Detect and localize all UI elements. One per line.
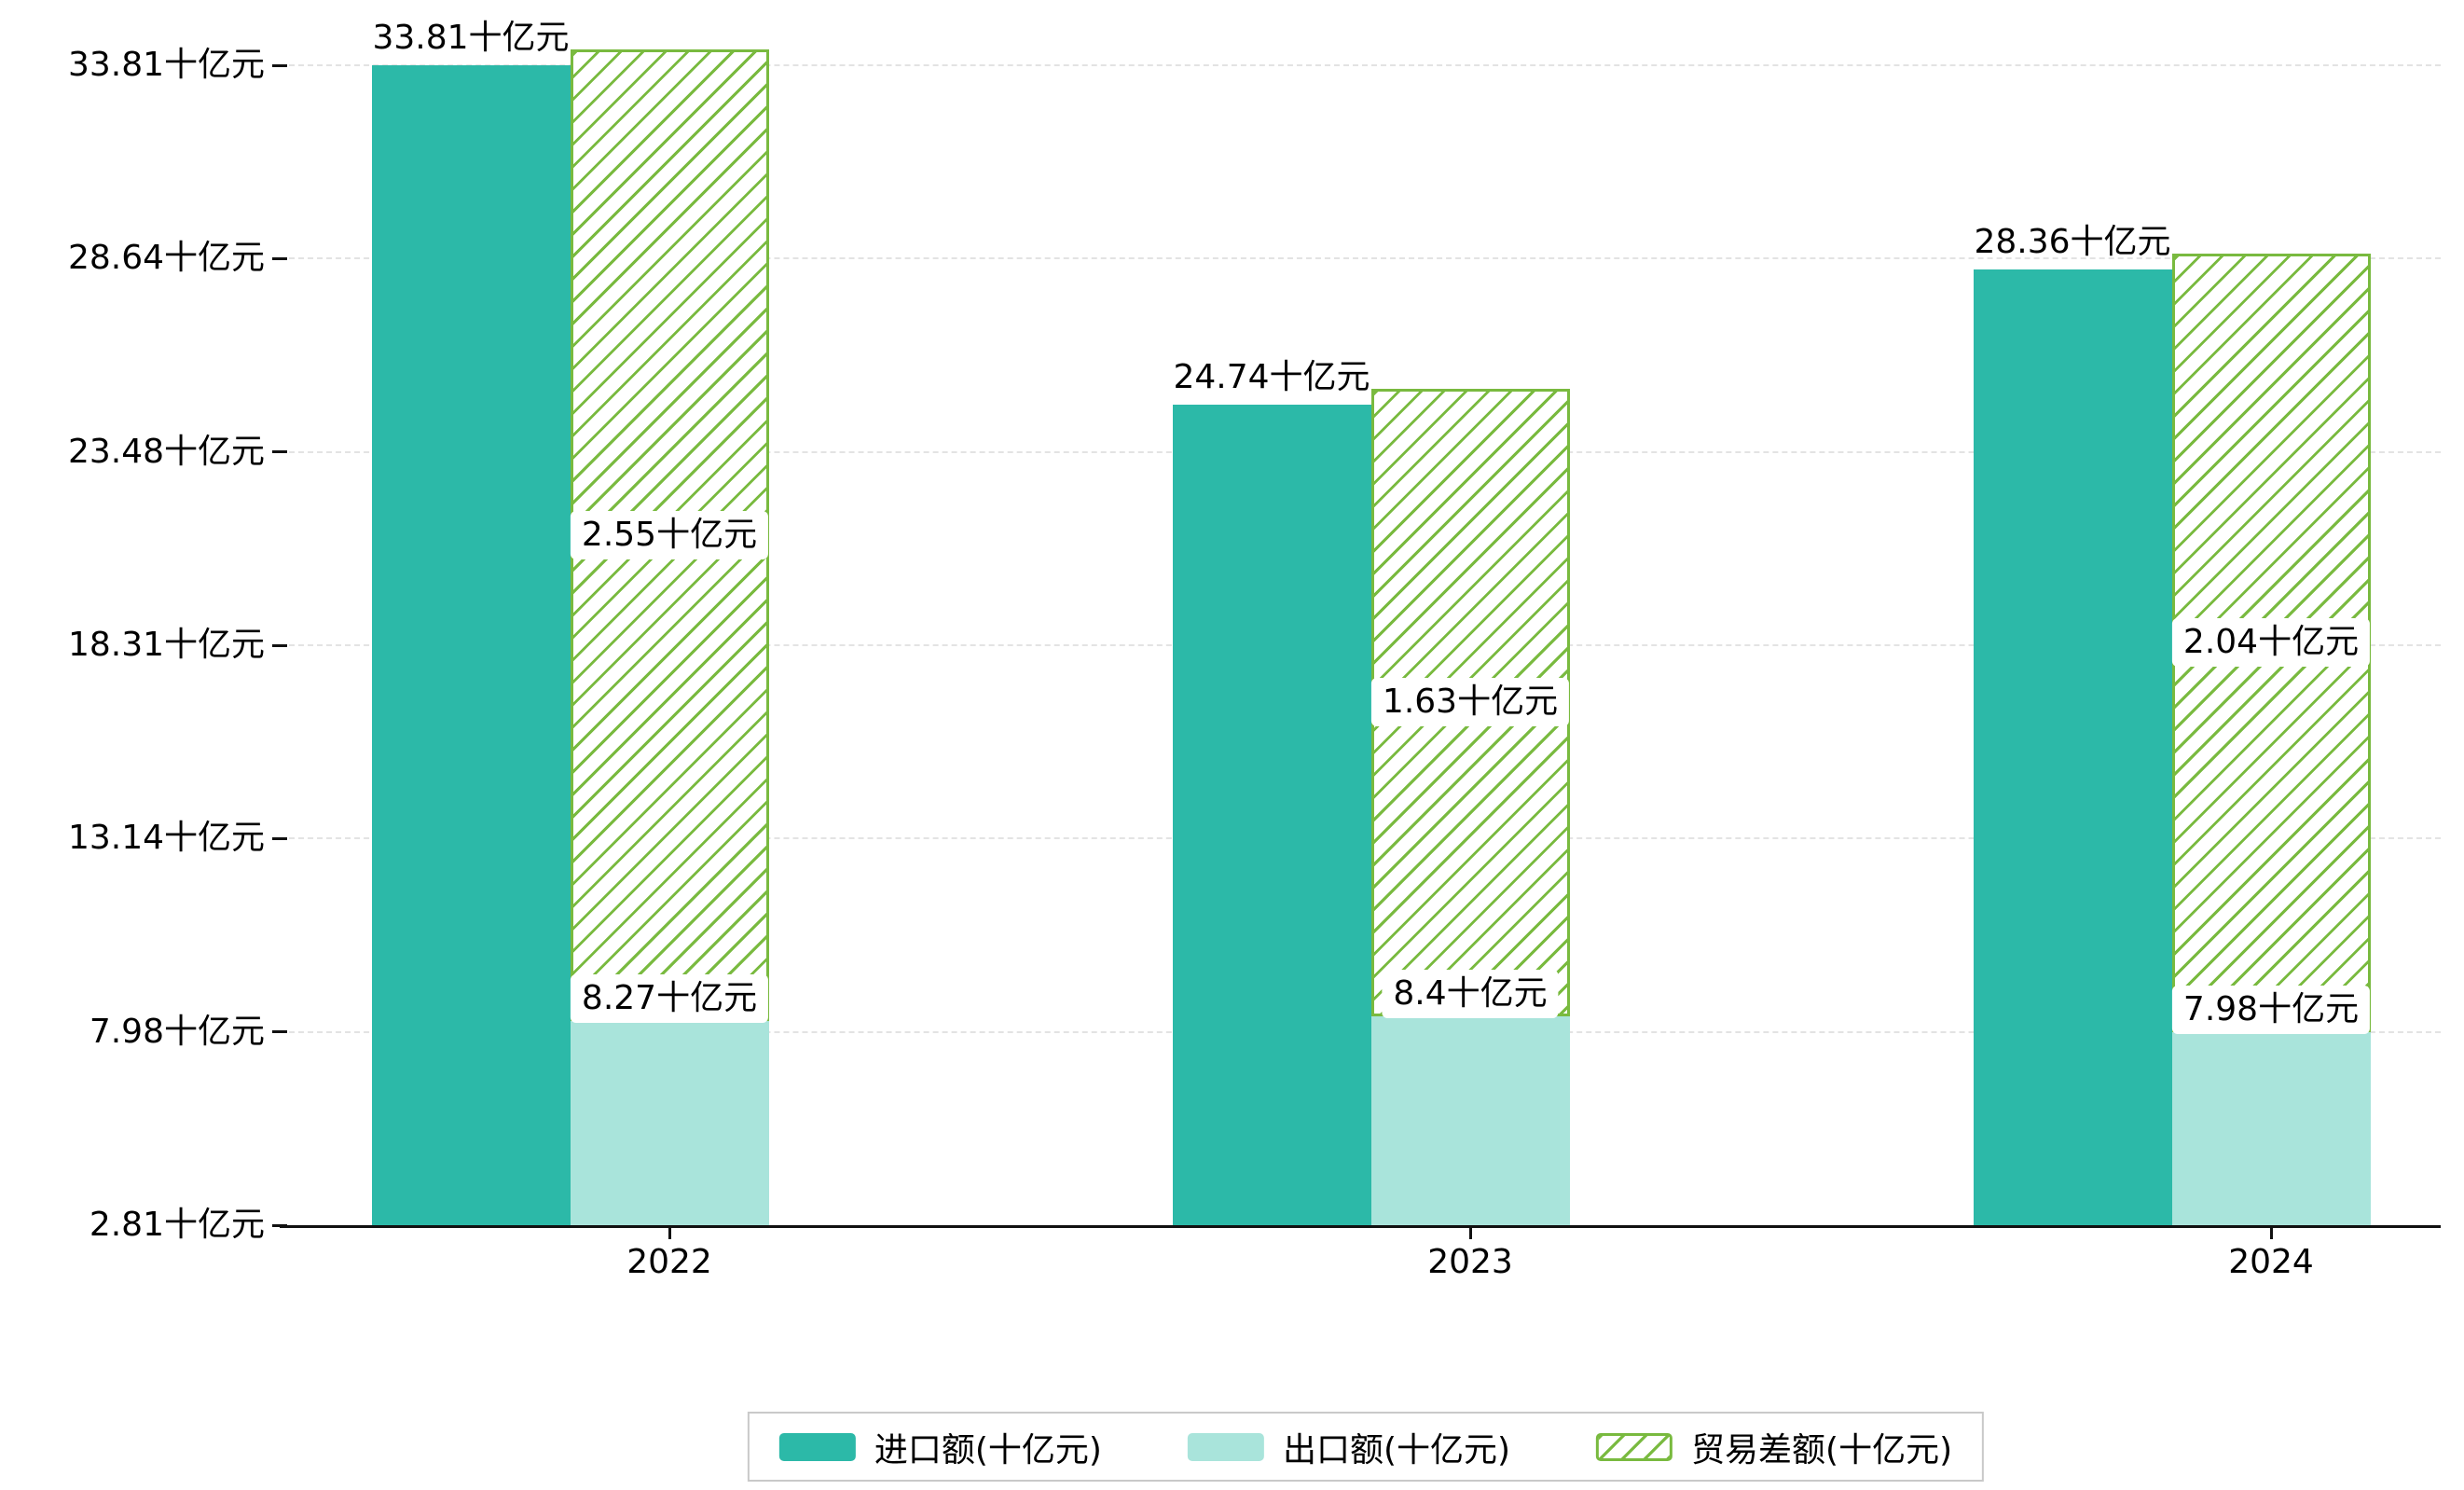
x-axis-line — [280, 1225, 2441, 1228]
y-axis-tick-label: 7.98十亿元 — [89, 1012, 265, 1051]
export-value-label: 8.4十亿元 — [1382, 969, 1559, 1018]
x-axis-tick-mark — [668, 1228, 671, 1239]
trade-balance-value-label: 1.63十亿元 — [1370, 678, 1570, 727]
legend-label-trade-balance: 贸易差额(十亿元) — [1691, 1430, 1953, 1469]
x-axis-tick-label: 2024 — [2228, 1243, 2314, 1281]
import-value-label: 33.81十亿元 — [372, 19, 570, 57]
export-swatch — [1187, 1432, 1264, 1461]
import-swatch — [778, 1432, 856, 1461]
y-axis-tick-label: 23.48十亿元 — [67, 432, 265, 471]
y-axis-tick-label: 18.31十亿元 — [67, 626, 265, 664]
import-value-label: 28.36十亿元 — [1974, 222, 2171, 261]
y-axis-tick-mark — [272, 450, 287, 453]
y-axis-tick-mark — [272, 64, 287, 67]
gridline — [280, 64, 2441, 66]
chart-legend: 进口额(十亿元) 出口额(十亿元) 贸易差额(十亿元) — [747, 1412, 1985, 1482]
import-value-label: 24.74十亿元 — [1173, 357, 1370, 396]
y-axis-tick-label: 28.64十亿元 — [67, 239, 265, 278]
trade-balance-swatch — [1596, 1432, 1673, 1461]
x-axis-tick-mark — [2269, 1228, 2273, 1239]
import-bar — [371, 65, 571, 1225]
export-value-label: 8.27十亿元 — [570, 973, 769, 1023]
x-axis-tick-label: 2023 — [1427, 1243, 1513, 1281]
legend-label-export: 出口额(十亿元) — [1282, 1430, 1511, 1469]
legend-item-export: 出口额(十亿元) — [1187, 1423, 1511, 1471]
y-axis-tick-mark — [272, 1030, 287, 1033]
export-bar — [570, 1020, 769, 1225]
x-axis-tick-label: 2022 — [626, 1243, 712, 1281]
x-axis-tick-mark — [1468, 1228, 1472, 1239]
legend-item-trade-balance: 贸易差额(十亿元) — [1596, 1423, 1952, 1471]
export-bar — [2171, 1031, 2371, 1225]
export-bar — [1370, 1015, 1570, 1225]
y-axis-tick-label: 2.81十亿元 — [89, 1206, 265, 1244]
y-axis-tick-mark — [272, 257, 287, 260]
export-value-label: 7.98十亿元 — [2171, 985, 2371, 1034]
y-axis-tick-mark — [272, 837, 287, 840]
trade-balance-value-label: 2.04十亿元 — [2171, 618, 2371, 668]
gridline — [280, 257, 2441, 260]
import-bar — [1973, 269, 2172, 1225]
legend-label-import: 进口额(十亿元) — [874, 1430, 1102, 1469]
y-axis-tick-label: 13.14十亿元 — [67, 819, 265, 858]
trade-balance-value-label: 2.55十亿元 — [570, 510, 769, 559]
y-axis-tick-label: 33.81十亿元 — [67, 46, 265, 84]
y-axis-tick-mark — [272, 644, 287, 647]
import-bar — [1172, 404, 1371, 1225]
legend-item-import: 进口额(十亿元) — [778, 1423, 1102, 1471]
